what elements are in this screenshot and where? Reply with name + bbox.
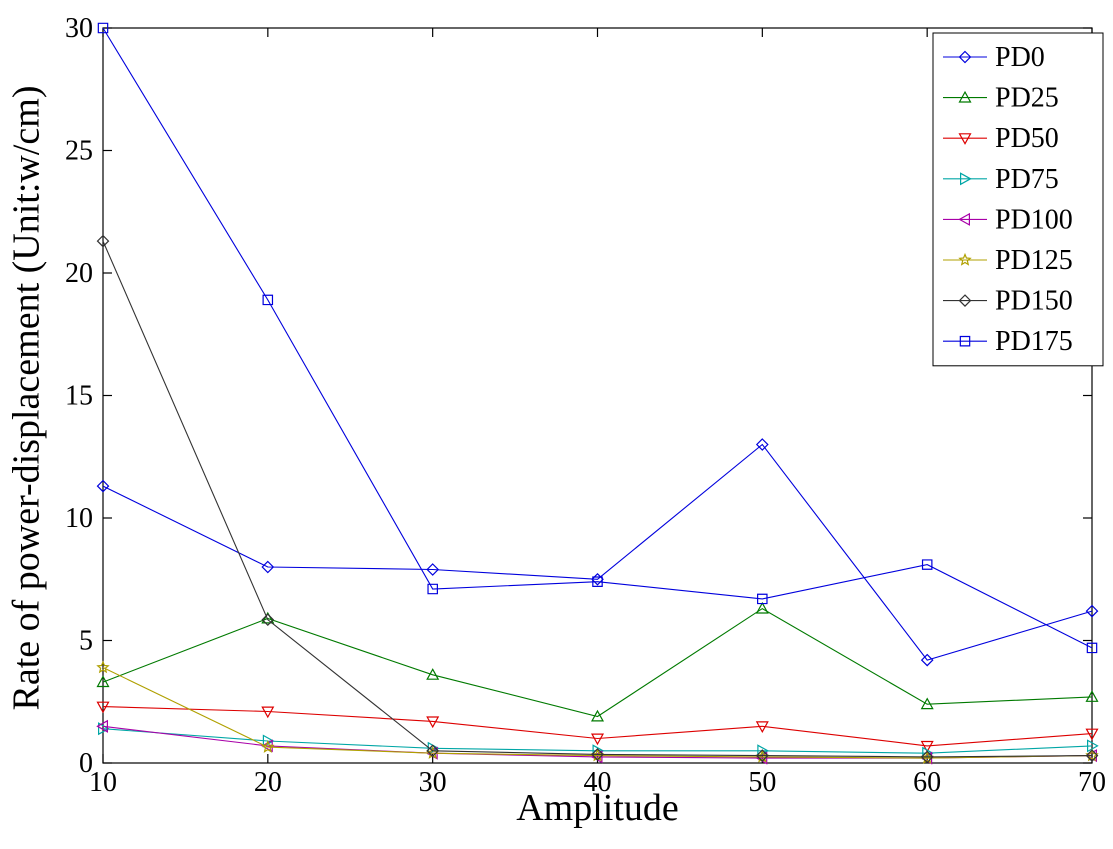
legend-marker-PD0 xyxy=(958,50,972,64)
series-marker-PD175 xyxy=(757,593,768,605)
legend-label-PD100: PD100 xyxy=(995,204,1073,235)
legend-marker-PD75 xyxy=(960,172,972,186)
y-tick-label: 5 xyxy=(79,626,93,657)
legend-label-PD125: PD125 xyxy=(995,245,1073,276)
series-marker-PD100 xyxy=(96,719,108,733)
series-marker-PD150 xyxy=(426,744,440,758)
series-marker-PD50 xyxy=(1085,728,1099,741)
legend-marker-PD175 xyxy=(959,335,971,347)
series-marker-PD50 xyxy=(261,706,275,719)
series-marker-PD50 xyxy=(920,740,934,753)
x-tick-label: 20 xyxy=(254,767,282,798)
legend-marker-PD50 xyxy=(958,133,972,145)
series-line-PD50 xyxy=(102,706,1093,747)
series-line-PD150 xyxy=(102,240,1093,758)
series-marker-PD25 xyxy=(261,611,275,624)
y-tick-label: 30 xyxy=(65,13,93,44)
series-marker-PD125 xyxy=(96,660,110,674)
series-marker-PD150 xyxy=(755,749,769,762)
y-tick-label: 25 xyxy=(65,136,93,167)
series-line-PD175 xyxy=(102,27,1093,649)
series-marker-PD150 xyxy=(96,234,110,248)
series-marker-PD50 xyxy=(96,701,110,714)
x-tick-label: 40 xyxy=(584,767,612,798)
series-marker-PD175 xyxy=(592,576,603,587)
series-marker-PD150 xyxy=(920,750,934,764)
series-marker-PD25 xyxy=(755,601,769,614)
legend-marker-PD25 xyxy=(958,90,972,103)
series-marker-PD50 xyxy=(590,733,605,746)
x-tick-label: 70 xyxy=(1078,767,1106,798)
series-line-PD125 xyxy=(102,667,1093,759)
series-marker-PD150 xyxy=(261,613,275,627)
legend-label-PD150: PD150 xyxy=(995,286,1073,317)
series-marker-PD25 xyxy=(1085,690,1099,702)
legend-label-PD0: PD0 xyxy=(995,42,1045,73)
series-marker-PD25 xyxy=(920,697,934,710)
y-tick-label: 10 xyxy=(65,503,93,534)
legend-label-PD175: PD175 xyxy=(995,326,1073,357)
series-marker-PD125 xyxy=(261,740,275,753)
series-marker-PD0 xyxy=(261,560,275,574)
x-tick-label: 50 xyxy=(748,767,776,798)
y-axis-title-text: Rate of power-displacement (Unit:w/cm) xyxy=(5,85,48,710)
legend-marker-PD125 xyxy=(958,252,972,266)
series-marker-PD0 xyxy=(1085,604,1099,618)
series-marker-PD75 xyxy=(1087,739,1099,753)
series-marker-PD150 xyxy=(591,748,604,761)
x-axis-title: Amplitude xyxy=(516,787,679,829)
series-marker-PD175 xyxy=(262,294,274,306)
series-marker-PD125 xyxy=(920,751,934,764)
x-tick-label: 60 xyxy=(913,767,941,798)
series-marker-PD0 xyxy=(755,438,769,451)
legend-label-PD25: PD25 xyxy=(995,83,1059,114)
x-tick-label: 10 xyxy=(89,767,117,798)
series-marker-PD175 xyxy=(1086,642,1098,654)
legend-marker-PD150 xyxy=(958,294,972,307)
series-marker-PD50 xyxy=(426,716,440,729)
legend-label-PD75: PD75 xyxy=(995,164,1059,195)
series-marker-PD150 xyxy=(1085,749,1099,762)
y-axis-title: Rate of power-displacement (Unit:w/cm) xyxy=(0,0,52,795)
legend-label-PD50: PD50 xyxy=(995,123,1059,154)
series-marker-PD175 xyxy=(427,583,438,595)
series-marker-PD0 xyxy=(96,479,110,493)
legend-marker-PD100 xyxy=(958,212,970,226)
series-marker-PD175 xyxy=(97,22,109,34)
series-marker-PD25 xyxy=(96,675,110,688)
series-marker-PD75 xyxy=(922,746,934,760)
series-marker-PD175 xyxy=(921,559,933,570)
y-tick-label: 20 xyxy=(65,258,93,289)
legend-box xyxy=(932,32,1104,367)
y-tick-label: 0 xyxy=(79,748,93,779)
series-marker-PD0 xyxy=(426,563,440,576)
series-marker-PD25 xyxy=(426,668,440,680)
series-marker-PD25 xyxy=(590,709,605,722)
series-marker-PD0 xyxy=(920,653,934,667)
series-line-PD25 xyxy=(102,607,1093,718)
y-tick-label: 15 xyxy=(65,381,93,412)
series-marker-PD50 xyxy=(755,721,769,734)
x-tick-label: 30 xyxy=(419,767,447,798)
series-line-PD0 xyxy=(102,443,1093,661)
